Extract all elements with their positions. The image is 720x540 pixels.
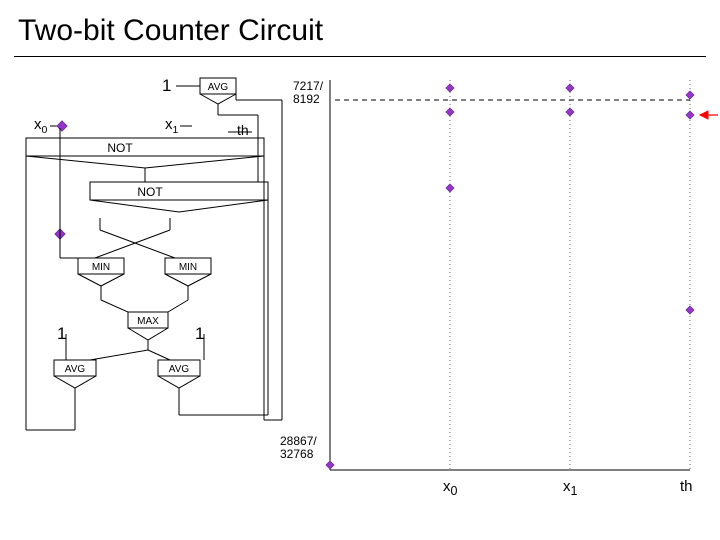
gate-avg-bl: AVG: [54, 360, 96, 388]
svg-text:NOT: NOT: [137, 185, 163, 199]
gate-not-1: NOT: [26, 138, 264, 168]
svg-text:MIN: MIN: [179, 262, 197, 273]
chart-markers: [326, 84, 694, 469]
gate-avg-br: AVG: [158, 360, 200, 388]
gate-max: MAX: [128, 312, 168, 340]
svg-text:MAX: MAX: [137, 316, 159, 327]
chart: [330, 80, 690, 470]
gate-avg-top: AVG: [200, 78, 236, 104]
svg-text:AVG: AVG: [169, 364, 190, 375]
gate-not-2: NOT: [90, 182, 268, 212]
svg-text:AVG: AVG: [208, 82, 229, 93]
red-arrow: [700, 111, 718, 119]
circuit: AVG NOT NOT: [26, 78, 282, 430]
diagram-svg: AVG NOT NOT: [0, 0, 720, 540]
gate-min-1: MIN: [78, 258, 124, 286]
svg-text:AVG: AVG: [65, 364, 86, 375]
gate-min-2: MIN: [165, 258, 211, 286]
svg-text:NOT: NOT: [107, 141, 133, 155]
svg-text:MIN: MIN: [92, 262, 110, 273]
